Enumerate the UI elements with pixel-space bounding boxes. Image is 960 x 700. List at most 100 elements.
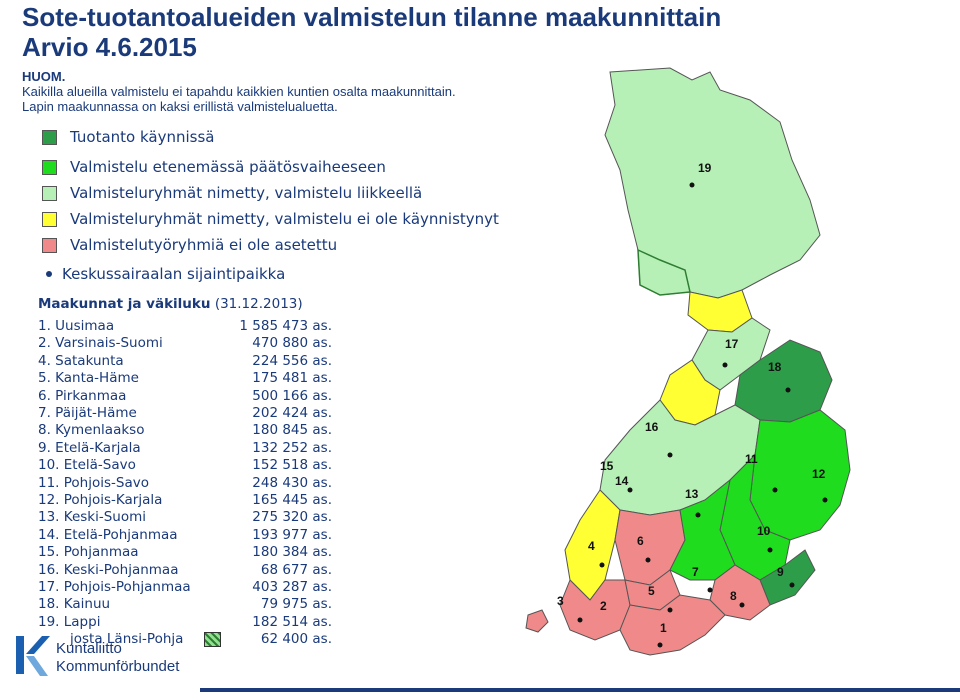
legend-swatch: [42, 186, 57, 201]
legend-swatch: [42, 238, 57, 253]
region-population: 1 585 473 as.: [239, 318, 332, 334]
legend-label: Valmisteluryhmät nimetty, valmistelu lii…: [70, 184, 423, 202]
region-population: 79 975 as.: [260, 596, 332, 613]
hospital-dot-icon: [722, 362, 728, 368]
map-region-label: 17: [725, 337, 739, 351]
region-name: 18. Kainuu: [38, 596, 111, 613]
legend-label: Valmistelutyöryhmiä ei ole asetettu: [70, 236, 338, 254]
map-region-label: 16: [645, 420, 659, 434]
map-region-label: 4: [588, 539, 595, 553]
hospital-dot-icon: [627, 487, 633, 493]
region-pohjois-savo: [749, 409, 851, 541]
legend-label: Keskussairaalan sijaintipaikka: [62, 265, 286, 283]
region-name: 2. Varsinais-Suomi: [38, 335, 163, 352]
hospital-dot-icon: [785, 387, 791, 393]
region-list-header: Maakunnat ja väkiluku (31.12.2013): [38, 296, 303, 313]
hospital-dot-icon: [577, 617, 583, 623]
map-region-label: 14: [615, 474, 629, 488]
legend-swatch: [42, 130, 57, 145]
region-name: 9. Etelä-Karjala: [38, 439, 141, 456]
region-name: 6. Pirkanmaa: [38, 387, 127, 404]
region-name: josta Länsi-Pohja: [70, 631, 184, 648]
map-region-label: 6: [637, 534, 644, 548]
region-population: 152 518 as.: [252, 457, 332, 474]
map-region-label: 10: [757, 524, 771, 538]
note: HUOM. Kaikilla alueilla valmistelu ei ta…: [22, 69, 456, 114]
region-population: 68 677 as.: [260, 561, 332, 578]
footer-rule: [200, 688, 960, 692]
hospital-dot-icon: [645, 557, 651, 563]
map-region-label: 19: [698, 161, 712, 175]
hospital-dot-icon: [695, 512, 701, 518]
hospital-dot-icon: [667, 607, 673, 613]
region-list-header-date: (31.12.2013): [214, 296, 303, 312]
logo-line-1: Kuntaliitto: [56, 640, 122, 657]
region-population: 403 287 as.: [252, 579, 332, 595]
kuntaliitto-logo: Kuntaliitto Kommunförbundet: [12, 632, 212, 692]
region-population: 182 514 as.: [252, 613, 332, 630]
kuntaliitto-logo-icon: [16, 636, 50, 676]
legend-label: Valmistelu etenemässä päätösvaiheeseen: [70, 158, 386, 176]
legend-label: Valmisteluryhmät nimetty, valmistelu ei …: [70, 210, 499, 228]
region-ahvenanmaa: [525, 609, 549, 633]
map-region-label: 13: [685, 487, 699, 501]
region-name: 16. Keski-Pohjanmaa: [38, 561, 179, 578]
map-region-label: 5: [648, 584, 655, 598]
note-line-1: Kaikilla alueilla valmistelu ei tapahdu …: [22, 84, 456, 99]
hospital-dot-icon: [707, 587, 713, 593]
region-population: 62 400 as.: [260, 631, 332, 648]
region-population: 132 252 as.: [252, 439, 332, 456]
hatch-swatch-icon: [204, 632, 221, 648]
region-name: 14. Etelä-Pohjanmaa: [38, 526, 178, 543]
region-name: 11. Pohjois-Savo: [38, 474, 149, 491]
region-name: 17. Pohjois-Pohjanmaa: [38, 579, 191, 595]
region-name: 5. Kanta-Häme: [38, 370, 139, 387]
region-uusimaa: [619, 594, 726, 656]
region-population: 224 556 as.: [252, 352, 332, 369]
legend-swatch: [42, 212, 57, 227]
hospital-dot-icon: [772, 487, 778, 493]
map-region-label: 12: [812, 467, 826, 481]
region-population: 202 424 as.: [252, 405, 332, 421]
hospital-dot-icon: [767, 547, 773, 553]
region-name: 19. Lappi: [38, 613, 101, 630]
region-name: 10. Etelä-Savo: [38, 457, 136, 474]
legend-swatch: [42, 160, 57, 175]
title-line-2: Arvio 4.6.2015: [22, 32, 197, 62]
region-name: 8. Kymenlaakso: [38, 422, 145, 439]
hospital-dot-icon: [599, 562, 605, 568]
hospital-dot-icon: [689, 182, 695, 188]
map-region-label: 15: [600, 459, 614, 473]
hospital-dot-icon: [667, 452, 673, 458]
region-name: 7. Päijät-Häme: [38, 405, 137, 421]
map-region-label: 11: [745, 452, 758, 466]
region-lappi: [604, 67, 821, 299]
note-heading: HUOM.: [22, 69, 66, 84]
region-name: 4. Satakunta: [38, 352, 124, 369]
map-region-label: 7: [692, 565, 699, 579]
region-population: 180 384 as.: [252, 544, 332, 561]
region-name: 15. Pohjanmaa: [38, 544, 139, 561]
hospital-dot-icon: [739, 602, 745, 608]
region-population: 248 430 as.: [252, 474, 332, 491]
hospital-dot-icon: [789, 582, 795, 588]
region-name: 1. Uusimaa: [38, 318, 115, 334]
region-pirkanmaa: [614, 509, 686, 586]
region-population: 470 880 as.: [252, 335, 332, 352]
region-population: 175 481 as.: [252, 370, 332, 387]
hospital-dot-icon: [46, 271, 52, 277]
map-region-label: 18: [768, 360, 782, 374]
map-region-label: 3: [557, 594, 564, 608]
map-region-label: 2: [600, 599, 607, 613]
logo-line-2: Kommunförbundet: [56, 658, 180, 675]
note-line-2: Lapin maakunnassa on kaksi erillistä val…: [22, 99, 338, 114]
region-name: 13. Keski-Suomi: [38, 509, 147, 526]
region-name: 12. Pohjois-Karjala: [38, 492, 163, 508]
region-population: 275 320 as.: [252, 509, 332, 526]
region-population: 193 977 as.: [252, 526, 332, 543]
title-line-1: Sote-tuotantoalueiden valmistelun tilann…: [22, 2, 722, 32]
legend-label: Tuotanto käynnissä: [70, 128, 215, 146]
hospital-dot-icon: [822, 497, 828, 503]
region-list-header-bold: Maakunnat ja väkiluku: [38, 296, 211, 312]
